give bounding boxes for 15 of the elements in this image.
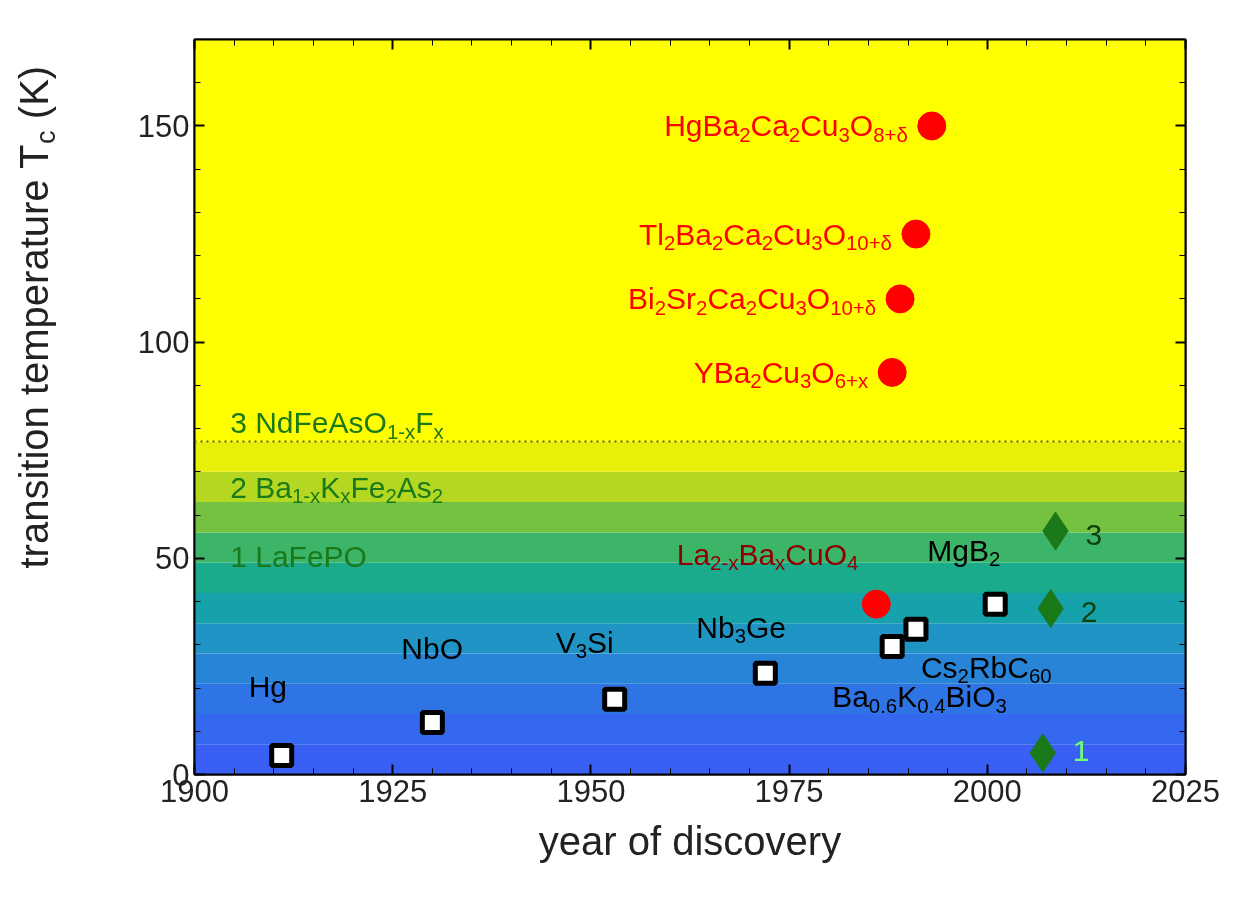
y-tick-label: 100 [137, 325, 190, 361]
x-tick-label: 2025 [1151, 773, 1220, 809]
annotation: 1 LaFePO [230, 539, 367, 573]
x-tick-label: 1950 [556, 773, 626, 809]
series-label: 1 [1072, 733, 1090, 767]
y-axis-title: transition temperature Tc (K) [11, 65, 61, 569]
x-tick-label: 2000 [952, 773, 1022, 809]
series-label: NbO [401, 632, 464, 666]
series-label: Hg [248, 669, 288, 703]
y-tick-label: 50 [155, 541, 190, 577]
series-label: 2 [1080, 595, 1098, 629]
y-tick-label: 150 [137, 108, 190, 144]
x-axis-title: year of discovery [538, 818, 842, 863]
x-tick-label: 1975 [754, 773, 824, 809]
x-tick-label: 1925 [358, 773, 428, 809]
